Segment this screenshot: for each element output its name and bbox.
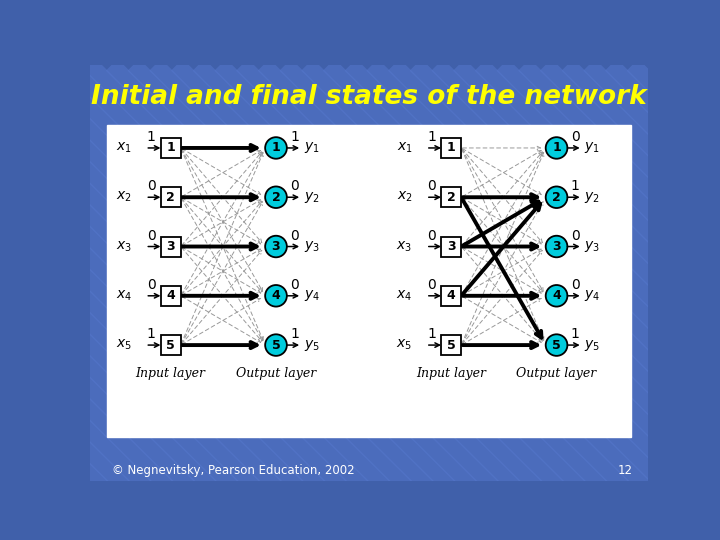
Bar — [161, 286, 181, 306]
Circle shape — [265, 236, 287, 257]
Text: $x_5$: $x_5$ — [397, 338, 413, 352]
Text: Initial and final states of the network: Initial and final states of the network — [91, 84, 647, 110]
Text: $y_2$: $y_2$ — [585, 190, 600, 205]
Text: 4: 4 — [447, 289, 456, 302]
Text: © Negnevitsky, Pearson Education, 2002: © Negnevitsky, Pearson Education, 2002 — [112, 464, 354, 477]
Bar — [107, 125, 631, 437]
Text: Input layer: Input layer — [416, 367, 486, 380]
Text: 0: 0 — [571, 229, 580, 243]
Text: 2: 2 — [552, 191, 561, 204]
Text: 2: 2 — [166, 191, 175, 204]
Text: $x_1$: $x_1$ — [397, 141, 413, 155]
Text: $y_5$: $y_5$ — [304, 338, 320, 353]
Text: $x_1$: $x_1$ — [116, 141, 132, 155]
Circle shape — [546, 236, 567, 257]
Text: 3: 3 — [166, 240, 175, 253]
Text: $x_2$: $x_2$ — [397, 190, 413, 205]
Text: $y_3$: $y_3$ — [304, 239, 320, 254]
Text: 4: 4 — [552, 289, 561, 302]
Bar — [161, 138, 181, 158]
Text: 1: 1 — [271, 141, 280, 154]
Text: 1: 1 — [147, 327, 156, 341]
Text: 5: 5 — [552, 339, 561, 352]
Text: $y_1$: $y_1$ — [304, 140, 320, 156]
Text: 1: 1 — [552, 141, 561, 154]
Circle shape — [546, 334, 567, 356]
Circle shape — [546, 137, 567, 159]
Bar — [441, 286, 462, 306]
Text: 0: 0 — [290, 278, 299, 292]
Text: 1: 1 — [147, 130, 156, 144]
Bar — [441, 335, 462, 355]
Circle shape — [265, 137, 287, 159]
Text: 0: 0 — [428, 278, 436, 292]
Text: $x_3$: $x_3$ — [116, 239, 132, 254]
Text: $y_3$: $y_3$ — [585, 239, 600, 254]
Text: 3: 3 — [552, 240, 561, 253]
Text: 1: 1 — [571, 327, 580, 341]
Text: 1: 1 — [166, 141, 175, 154]
Text: 3: 3 — [271, 240, 280, 253]
Circle shape — [546, 285, 567, 307]
Text: Input layer: Input layer — [135, 367, 206, 380]
Bar — [161, 187, 181, 207]
Text: 1: 1 — [428, 327, 436, 341]
Text: $y_2$: $y_2$ — [304, 190, 320, 205]
Text: 0: 0 — [147, 179, 156, 193]
Bar — [161, 237, 181, 256]
Text: $x_4$: $x_4$ — [396, 288, 413, 303]
Text: 2: 2 — [271, 191, 280, 204]
Circle shape — [546, 186, 567, 208]
Text: 4: 4 — [271, 289, 280, 302]
Circle shape — [265, 186, 287, 208]
Circle shape — [265, 334, 287, 356]
Text: 12: 12 — [618, 464, 632, 477]
Text: 4: 4 — [166, 289, 175, 302]
Text: 2: 2 — [447, 191, 456, 204]
Text: Output layer: Output layer — [516, 367, 597, 380]
Circle shape — [265, 285, 287, 307]
Text: $y_4$: $y_4$ — [304, 288, 320, 303]
Text: 3: 3 — [447, 240, 456, 253]
Text: 5: 5 — [166, 339, 175, 352]
Text: 1: 1 — [571, 179, 580, 193]
Text: Output layer: Output layer — [236, 367, 316, 380]
Bar — [441, 187, 462, 207]
Text: $x_4$: $x_4$ — [116, 288, 132, 303]
Text: $x_3$: $x_3$ — [397, 239, 413, 254]
Text: $x_5$: $x_5$ — [116, 338, 132, 352]
Text: 1: 1 — [428, 130, 436, 144]
Text: $x_2$: $x_2$ — [116, 190, 132, 205]
Text: 0: 0 — [147, 278, 156, 292]
Text: $y_4$: $y_4$ — [585, 288, 600, 303]
Text: 0: 0 — [147, 229, 156, 243]
Text: 1: 1 — [447, 141, 456, 154]
Text: 0: 0 — [428, 229, 436, 243]
Text: 0: 0 — [428, 179, 436, 193]
Text: 0: 0 — [571, 130, 580, 144]
Text: $y_5$: $y_5$ — [585, 338, 600, 353]
Text: 0: 0 — [571, 278, 580, 292]
Text: 1: 1 — [290, 327, 299, 341]
Bar — [441, 237, 462, 256]
Bar — [161, 335, 181, 355]
Text: 5: 5 — [447, 339, 456, 352]
Bar — [441, 138, 462, 158]
Text: 1: 1 — [290, 130, 299, 144]
Text: 5: 5 — [271, 339, 280, 352]
Text: $y_1$: $y_1$ — [585, 140, 600, 156]
Text: 0: 0 — [290, 179, 299, 193]
Text: 0: 0 — [290, 229, 299, 243]
